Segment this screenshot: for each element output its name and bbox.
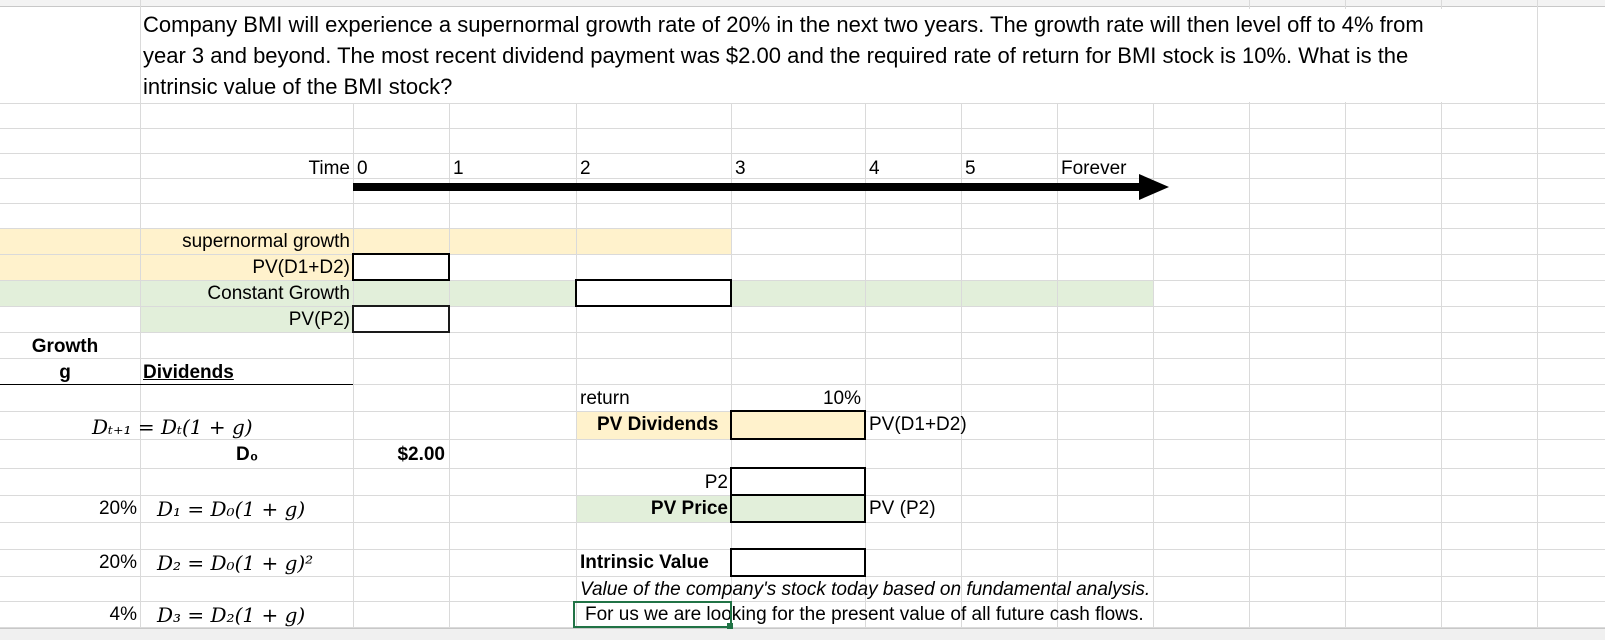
note-fundamental-analysis: Value of the company's stock today based… bbox=[580, 579, 1151, 600]
sheet-tab-strip[interactable] bbox=[0, 628, 1605, 640]
d2-formula: D₂ = D₀(1 + g)² bbox=[157, 551, 314, 575]
intrinsic-value-label: Intrinsic Value bbox=[580, 552, 709, 573]
fill-handle[interactable] bbox=[727, 623, 733, 629]
p2-label: P2 bbox=[704, 472, 728, 493]
pv-dividends-note: PV(D1+D2) bbox=[869, 414, 967, 435]
d0-value[interactable]: $2.00 bbox=[397, 444, 445, 465]
tick-4: 4 bbox=[869, 158, 880, 179]
question-text: Company BMI will experience a supernorma… bbox=[143, 9, 1443, 102]
constant-growth-label: Constant Growth bbox=[207, 283, 350, 304]
pv-price-cell[interactable] bbox=[730, 494, 866, 523]
timeline-arrow bbox=[353, 174, 1169, 200]
supernormal-band-label bbox=[0, 254, 353, 280]
tick-5: 5 bbox=[965, 158, 976, 179]
intrinsic-value-cell[interactable] bbox=[730, 548, 866, 577]
general-dividend-formula: Dₜ₊₁ = Dₜ(1 + g) bbox=[92, 415, 253, 439]
pv-dividends-cell[interactable] bbox=[730, 410, 866, 440]
p2-cell[interactable] bbox=[730, 467, 866, 496]
d1-formula: D₁ = D₀(1 + g) bbox=[157, 497, 306, 521]
pv-d1-d2-label: PV(D1+D2) bbox=[252, 257, 350, 278]
pv-dividends-label: PV Dividends bbox=[597, 414, 719, 435]
d3-formula: D₃ = D₂(1 + g) bbox=[157, 603, 306, 627]
header-underline bbox=[0, 384, 353, 385]
g-header: g bbox=[59, 362, 71, 383]
return-label: return bbox=[580, 388, 630, 409]
pv-p2-cell[interactable] bbox=[352, 305, 450, 333]
tick-1: 1 bbox=[453, 158, 464, 179]
supernormal-band bbox=[0, 228, 731, 254]
pv-d1-d2-cell[interactable] bbox=[352, 253, 450, 281]
pv-price-note: PV (P2) bbox=[869, 498, 936, 519]
tick-3: 3 bbox=[735, 158, 746, 179]
supernormal-growth-label: supernormal growth bbox=[182, 231, 350, 252]
tick-forever: Forever bbox=[1061, 158, 1127, 179]
d0-label: D₀ bbox=[236, 444, 259, 465]
tick-0: 0 bbox=[357, 158, 368, 179]
g3-value[interactable]: 4% bbox=[109, 604, 137, 625]
pv-dividends-label-fill bbox=[576, 411, 731, 439]
active-cell-selection[interactable] bbox=[573, 601, 732, 628]
pv-p2-label: PV(P2) bbox=[288, 309, 350, 330]
note-present-value: For us we are looking for the present va… bbox=[585, 604, 1144, 625]
pv-price-label: PV Price bbox=[650, 498, 728, 519]
pv-p2-band bbox=[140, 306, 353, 332]
column-header-strip[interactable] bbox=[0, 0, 1605, 7]
g2-value[interactable]: 20% bbox=[98, 552, 137, 573]
pv-price-label-fill bbox=[576, 495, 731, 522]
tick-2: 2 bbox=[580, 158, 591, 179]
return-value[interactable]: 10% bbox=[822, 388, 861, 409]
dividends-header: Dividends bbox=[143, 362, 234, 383]
growth-header: Growth bbox=[31, 336, 99, 357]
p2-timeline-cell[interactable] bbox=[575, 279, 732, 307]
g1-value[interactable]: 20% bbox=[98, 498, 137, 519]
time-label: Time bbox=[308, 158, 350, 179]
